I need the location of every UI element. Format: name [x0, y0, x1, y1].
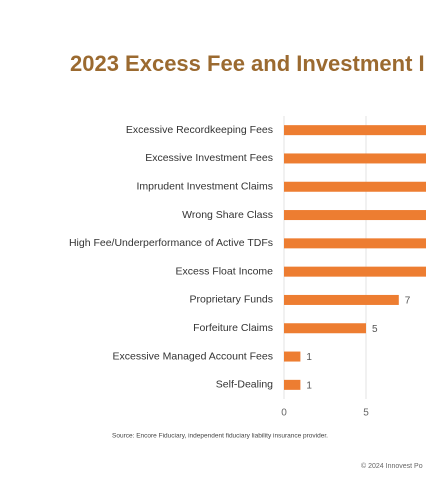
- chart-title: 2023 Excess Fee and Investment I: [70, 51, 425, 76]
- bar: [284, 379, 301, 390]
- bar: [284, 294, 399, 305]
- y-tick-label: Self-Dealing: [216, 379, 273, 391]
- value-label: 7: [405, 296, 411, 307]
- bar: [284, 210, 426, 221]
- y-tick-label: Wrong Share Class: [182, 209, 273, 221]
- bar: [284, 181, 426, 192]
- y-tick-label: Excessive Recordkeeping Fees: [126, 124, 273, 136]
- bar: [284, 323, 366, 334]
- y-tick-label: Proprietary Funds: [190, 294, 273, 306]
- source-note: Source: Encore Fiduciary, independent fi…: [112, 433, 328, 440]
- y-tick-label: Forfeiture Claims: [193, 322, 273, 334]
- bar: [284, 266, 426, 277]
- x-tick-label: 0: [281, 408, 287, 419]
- bar: [284, 153, 426, 164]
- value-label: 5: [372, 324, 378, 335]
- y-tick-label: Excessive Investment Fees: [145, 152, 273, 164]
- footer: © 2024 Innovest Po: [361, 462, 423, 470]
- bar: [284, 238, 426, 249]
- x-tick-label: 5: [363, 408, 369, 419]
- bar: [284, 125, 426, 136]
- y-tick-label: High Fee/Underperformance of Active TDFs: [69, 237, 273, 249]
- y-tick-label: Imprudent Investment Claims: [136, 181, 273, 193]
- bar: [284, 351, 301, 362]
- y-tick-label: Excessive Managed Account Fees: [112, 350, 273, 362]
- value-label: 1: [306, 352, 312, 363]
- value-label: 1: [306, 380, 312, 391]
- y-tick-label: Excess Float Income: [176, 265, 274, 277]
